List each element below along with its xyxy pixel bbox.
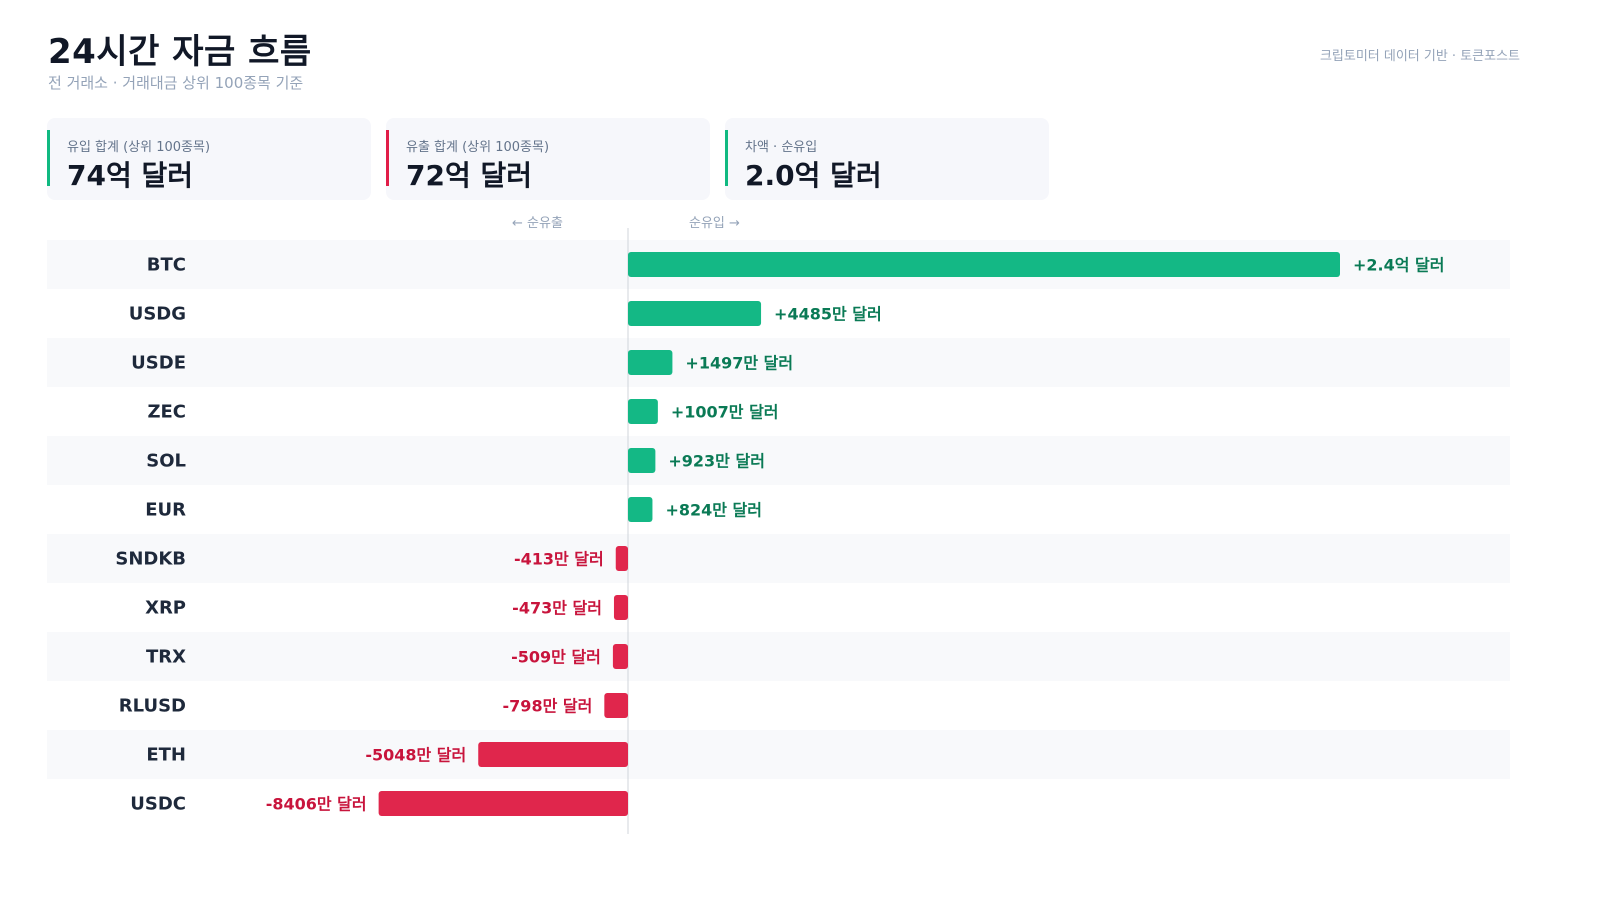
outflow-total-label: 유출 합계 (상위 100종목) — [406, 140, 550, 155]
row-background — [47, 632, 1510, 681]
category-label: TRX — [146, 647, 186, 668]
bar-sndkb — [615, 546, 628, 571]
source-note: 크립토미터 데이터 기반 · 토큰포스트 — [1319, 49, 1520, 64]
bar-btc — [628, 252, 1340, 277]
bar-usde — [628, 350, 673, 375]
row-background — [47, 338, 1510, 387]
inflow-total-card: 유입 합계 (상위 100종목) 74억 달러 — [47, 118, 371, 200]
bar-rlusd — [604, 693, 628, 718]
value-label: +4485만 달러 — [774, 305, 882, 324]
value-label: +824만 달러 — [665, 501, 762, 520]
row-background — [47, 534, 1510, 583]
category-label: SOL — [146, 451, 186, 472]
value-label: -413만 달러 — [514, 550, 604, 569]
inflow-total-label: 유입 합계 (상위 100종목) — [67, 140, 211, 155]
category-label: XRP — [145, 598, 186, 619]
value-label: -473만 달러 — [512, 599, 602, 618]
category-label: RLUSD — [119, 696, 186, 717]
net-inflow-label: 차액 · 순유입 — [745, 140, 818, 155]
category-label: USDC — [130, 794, 186, 815]
category-label: ETH — [146, 745, 186, 766]
bar-sol — [628, 448, 656, 473]
value-label: -5048만 달러 — [365, 746, 466, 765]
bar-zec — [628, 399, 658, 424]
bar-xrp — [613, 595, 628, 620]
outflow-accent-bar — [386, 130, 389, 186]
bar-eth — [478, 742, 628, 767]
page-title: 24시간 자금 흐름 — [48, 32, 312, 72]
inflow-total-value: 74억 달러 — [67, 159, 193, 192]
page-subtitle: 전 거래소 · 거래대금 상위 100종목 기준 — [48, 74, 304, 92]
net-inflow-value: 2.0억 달러 — [745, 159, 882, 192]
category-label: USDE — [131, 353, 186, 374]
value-label: +1497만 달러 — [685, 354, 793, 373]
inflow-accent-bar — [47, 130, 50, 186]
bar-usdg — [628, 301, 762, 326]
bar-usdc — [378, 791, 628, 816]
bar-eur — [628, 497, 653, 522]
value-label: -8406만 달러 — [266, 795, 367, 814]
outflow-total-value: 72억 달러 — [406, 159, 532, 192]
category-label: EUR — [145, 500, 186, 521]
outflow-total-card: 유출 합계 (상위 100종목) 72억 달러 — [386, 118, 710, 200]
category-label: ZEC — [147, 402, 186, 423]
value-label: -509만 달러 — [511, 648, 601, 667]
category-label: USDG — [129, 304, 186, 325]
value-label: +2.4억 달러 — [1353, 256, 1444, 275]
net-inflow-card: 차액 · 순유입 2.0억 달러 — [725, 118, 1049, 200]
category-label: BTC — [147, 255, 186, 276]
row-background — [47, 730, 1510, 779]
row-background — [47, 436, 1510, 485]
value-label: +1007만 달러 — [671, 403, 779, 422]
net-accent-bar — [725, 130, 728, 186]
value-label: -798만 달러 — [503, 697, 593, 716]
inflow-direction-label: 순유입 → — [689, 216, 740, 231]
category-label: SNDKB — [115, 549, 186, 570]
outflow-direction-label: ← 순유출 — [512, 216, 563, 231]
value-label: +923만 달러 — [668, 452, 765, 471]
bar-trx — [612, 644, 628, 669]
